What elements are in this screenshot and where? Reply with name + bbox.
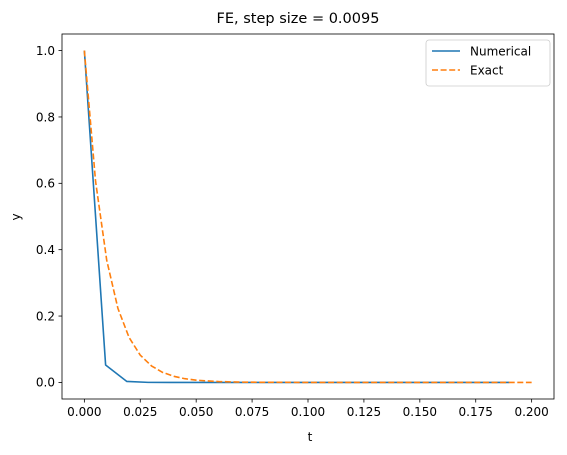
y-tick-label: 0.0 (36, 376, 55, 390)
x-tick-label: 0.000 (67, 405, 101, 419)
x-axis-label: t (308, 430, 313, 444)
y-tick-label: 1.0 (36, 44, 55, 58)
x-tick-label: 0.100 (291, 405, 325, 419)
legend-label-0: Numerical (470, 44, 531, 58)
x-axis: 0.000 0.025 0.050 0.075 0.100 0.125 0.150 0.175… (67, 399, 549, 419)
legend: Numerical Exact (425, 39, 551, 87)
chart-title: FE, step size = 0.0095 (217, 11, 380, 27)
y-tick-label: 0.6 (36, 177, 55, 191)
y-tick-label: 0.2 (36, 309, 55, 323)
axes-frame (61, 33, 555, 400)
x-tick-label: 0.050 (179, 405, 213, 419)
x-tick-label: 0.200 (514, 405, 548, 419)
plot-area (61, 33, 555, 400)
y-tick-label: 0.8 (36, 110, 55, 124)
series-line-0 (83, 50, 510, 384)
x-tick-label: 0.075 (235, 405, 269, 419)
y-tick-label: 0.4 (36, 243, 55, 257)
x-tick-label: 0.025 (123, 405, 157, 419)
y-axis-label: y (9, 213, 23, 220)
y-axis: 0.0 0.2 0.4 0.6 0.8 1.0 (36, 44, 62, 390)
x-tick-label: 0.175 (459, 405, 493, 419)
legend-label-1: Exact (470, 63, 504, 77)
x-tick-label: 0.125 (347, 405, 381, 419)
x-tick-label: 0.150 (403, 405, 437, 419)
series-line-1 (83, 50, 532, 384)
